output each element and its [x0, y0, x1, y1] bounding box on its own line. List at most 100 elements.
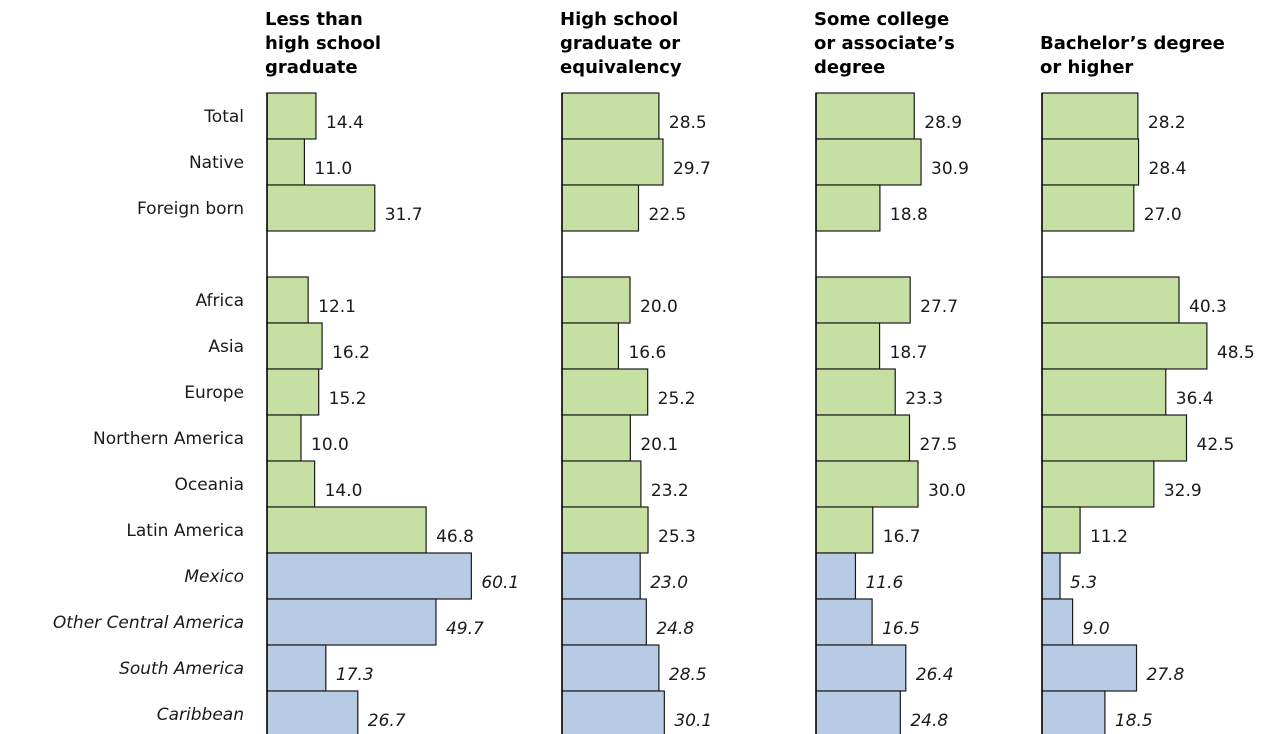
panel-title-line: or higher: [1040, 57, 1133, 78]
value-label-africa: 12.1: [318, 297, 356, 317]
bar-mexico: [1041, 552, 1061, 600]
bar-asia: [815, 322, 881, 370]
panel-title-line: Less than: [265, 9, 363, 30]
value-label-native: 29.7: [673, 159, 711, 179]
value-label-south-america: 28.5: [669, 665, 707, 685]
value-label-native: 28.4: [1149, 159, 1187, 179]
bar-africa: [561, 276, 631, 324]
bar-mexico: [266, 552, 472, 600]
value-label-foreign-born: 18.8: [890, 205, 928, 225]
panel-1: High school graduate or equivalency 28.5 29.…: [560, 9, 712, 734]
category-label-mexico: Mexico: [184, 567, 244, 587]
value-label-foreign-born: 27.0: [1144, 205, 1182, 225]
value-label-other-central-america: 9.0: [1083, 619, 1110, 639]
bar-europe: [561, 368, 649, 416]
value-label-asia: 16.6: [628, 343, 666, 363]
value-label-south-america: 26.4: [916, 665, 954, 685]
panel-title-line: graduate or: [560, 33, 680, 54]
bar-mexico: [561, 552, 641, 600]
value-label-south-america: 27.8: [1147, 665, 1185, 685]
value-label-asia: 16.2: [332, 343, 370, 363]
bar-south-america: [815, 644, 907, 692]
value-label-south-america: 17.3: [336, 665, 374, 685]
bar-south-america: [561, 644, 660, 692]
bar-other-central-america: [815, 598, 873, 646]
bar-latin-america: [561, 506, 649, 554]
value-label-foreign-born: 22.5: [649, 205, 687, 225]
bar-northern-america: [266, 414, 302, 462]
value-label-europe: 15.2: [329, 389, 367, 409]
bar-africa: [1041, 276, 1180, 324]
value-label-europe: 23.3: [905, 389, 943, 409]
value-label-latin-america: 46.8: [436, 527, 474, 547]
value-label-latin-america: 25.3: [658, 527, 696, 547]
value-label-native: 11.0: [314, 159, 352, 179]
bar-europe: [266, 368, 320, 416]
bar-africa: [815, 276, 911, 324]
value-label-caribbean: 18.5: [1115, 711, 1153, 731]
value-label-northern-america: 20.1: [640, 435, 678, 455]
panel-3: Bachelor’s degree or higher 28.2 28.4 27.0 40…: [1040, 33, 1255, 734]
category-label-europe: Europe: [184, 383, 244, 403]
value-label-total: 14.4: [326, 113, 364, 133]
value-label-africa: 20.0: [640, 297, 678, 317]
bar-latin-america: [1041, 506, 1081, 554]
category-label-latin-america: Latin America: [126, 521, 244, 541]
value-label-other-central-america: 16.5: [882, 619, 920, 639]
value-label-oceania: 32.9: [1164, 481, 1202, 501]
category-label-foreign-born: Foreign born: [137, 199, 244, 219]
panel-title-line: equivalency: [560, 57, 682, 78]
value-label-caribbean: 30.1: [674, 711, 712, 731]
bar-mexico: [815, 552, 857, 600]
value-label-northern-america: 10.0: [311, 435, 349, 455]
value-label-northern-america: 27.5: [920, 435, 958, 455]
value-label-other-central-america: 49.7: [446, 619, 484, 639]
bar-foreign-born: [561, 184, 640, 232]
bar-oceania: [266, 460, 316, 508]
value-label-total: 28.2: [1148, 113, 1186, 133]
bar-oceania: [561, 460, 642, 508]
bar-caribbean: [815, 690, 901, 734]
bar-foreign-born: [1041, 184, 1135, 232]
bar-other-central-america: [266, 598, 437, 646]
value-label-caribbean: 26.7: [368, 711, 406, 731]
bar-native: [561, 138, 664, 186]
bar-other-central-america: [1041, 598, 1074, 646]
category-label-south-america: South America: [119, 659, 244, 679]
category-label-other-central-america: Other Central America: [53, 613, 244, 633]
value-label-mexico: 60.1: [481, 573, 519, 593]
value-label-oceania: 14.0: [325, 481, 363, 501]
category-label-africa: Africa: [196, 291, 245, 311]
value-label-africa: 40.3: [1189, 297, 1227, 317]
bar-native: [1041, 138, 1140, 186]
panel-title-line: Some college: [814, 9, 949, 30]
category-label-asia: Asia: [208, 337, 244, 357]
category-label-oceania: Oceania: [174, 475, 244, 495]
value-label-europe: 25.2: [658, 389, 696, 409]
bar-other-central-america: [561, 598, 647, 646]
value-label-latin-america: 16.7: [883, 527, 921, 547]
value-label-asia: 18.7: [890, 343, 928, 363]
value-label-asia: 48.5: [1217, 343, 1255, 363]
bar-foreign-born: [815, 184, 881, 232]
value-label-total: 28.5: [669, 113, 707, 133]
value-label-other-central-america: 24.8: [656, 619, 694, 639]
value-label-latin-america: 11.2: [1090, 527, 1128, 547]
category-label-northern-america: Northern America: [93, 429, 244, 449]
panel-title-line: Bachelor’s degree: [1040, 33, 1225, 54]
value-label-mexico: 5.3: [1070, 573, 1097, 593]
panel-2: Some college or associate’s degree 28.9 30.9…: [814, 9, 969, 734]
bar-native: [266, 138, 306, 186]
value-label-foreign-born: 31.7: [385, 205, 423, 225]
value-label-oceania: 30.0: [928, 481, 966, 501]
value-label-europe: 36.4: [1176, 389, 1214, 409]
category-label-total: Total: [203, 107, 244, 127]
bar-northern-america: [561, 414, 631, 462]
bar-africa: [266, 276, 309, 324]
bar-caribbean: [266, 690, 359, 734]
value-label-africa: 27.7: [920, 297, 958, 317]
bar-asia: [561, 322, 620, 370]
bar-caribbean: [1041, 690, 1106, 734]
bar-total: [1041, 92, 1139, 140]
